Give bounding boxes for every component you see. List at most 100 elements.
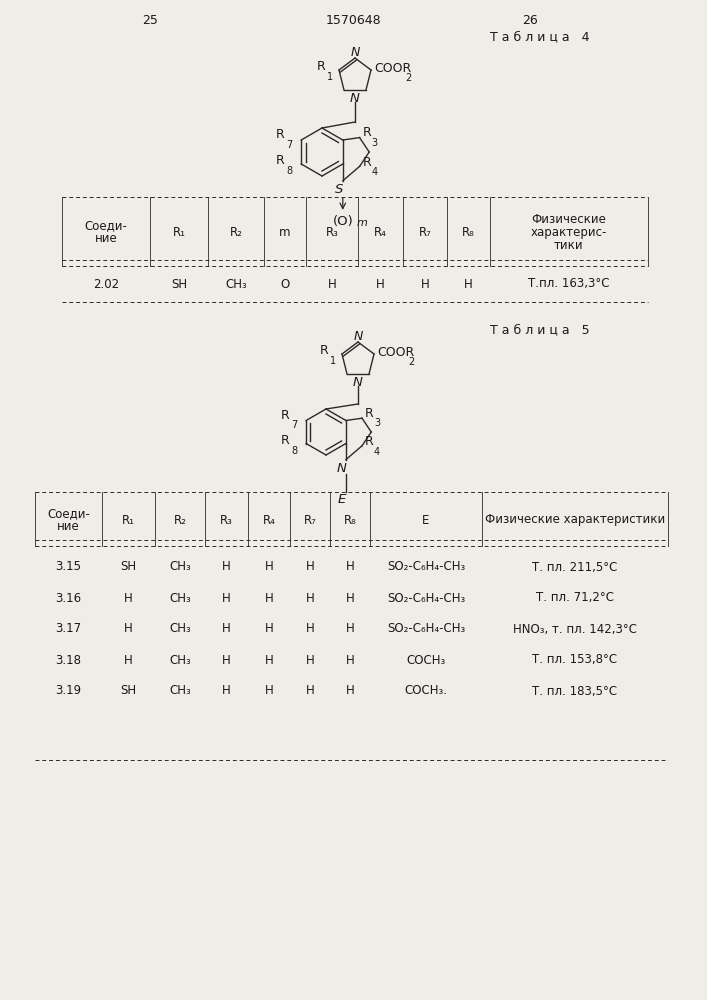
Text: H: H xyxy=(346,684,354,698)
Text: 1: 1 xyxy=(327,72,333,82)
Text: R: R xyxy=(276,154,285,167)
Text: SH: SH xyxy=(171,277,187,290)
Text: H: H xyxy=(264,591,274,604)
Text: R₈: R₈ xyxy=(344,514,356,526)
Text: COOR: COOR xyxy=(377,346,414,359)
Text: E: E xyxy=(422,514,430,526)
Text: H: H xyxy=(264,654,274,666)
Text: R: R xyxy=(365,435,374,448)
Text: H: H xyxy=(327,277,337,290)
Text: тики: тики xyxy=(554,239,584,252)
Text: ние: ние xyxy=(57,520,80,533)
Text: E: E xyxy=(338,493,346,506)
Text: H: H xyxy=(464,277,473,290)
Text: H: H xyxy=(376,277,385,290)
Text: R: R xyxy=(363,156,371,169)
Text: Т.пл. 163,3°С: Т.пл. 163,3°С xyxy=(528,277,609,290)
Text: 1570648: 1570648 xyxy=(325,14,381,27)
Text: 26: 26 xyxy=(522,14,538,27)
Text: Т. пл. 211,5°С: Т. пл. 211,5°С xyxy=(532,560,618,574)
Text: H: H xyxy=(346,654,354,666)
Text: 2.02: 2.02 xyxy=(93,277,119,290)
Text: COOR: COOR xyxy=(374,62,411,75)
Text: (O): (O) xyxy=(333,215,354,228)
Text: 2: 2 xyxy=(405,73,411,83)
Text: CH₃: CH₃ xyxy=(225,277,247,290)
Text: R: R xyxy=(365,407,374,420)
Text: R₃: R₃ xyxy=(325,226,339,239)
Text: R: R xyxy=(281,409,290,422)
Text: N: N xyxy=(354,330,363,343)
Text: H: H xyxy=(305,622,315,636)
Text: Физические характеристики: Физические характеристики xyxy=(485,514,665,526)
Text: CH₃: CH₃ xyxy=(169,654,191,666)
Text: R₄: R₄ xyxy=(262,514,276,526)
Text: Соеди-: Соеди- xyxy=(85,220,127,232)
Text: 3.15: 3.15 xyxy=(56,560,81,574)
Text: H: H xyxy=(222,560,231,574)
Text: H: H xyxy=(305,654,315,666)
Text: H: H xyxy=(124,654,133,666)
Text: R₁: R₁ xyxy=(173,226,185,239)
Text: COCH₃: COCH₃ xyxy=(407,654,445,666)
Text: R₇: R₇ xyxy=(303,514,317,526)
Text: CH₃: CH₃ xyxy=(169,684,191,698)
Text: N: N xyxy=(350,92,360,105)
Text: 25: 25 xyxy=(142,14,158,27)
Text: O: O xyxy=(281,277,290,290)
Text: CH₃: CH₃ xyxy=(169,560,191,574)
Text: Т. пл. 153,8°С: Т. пл. 153,8°С xyxy=(532,654,617,666)
Text: R: R xyxy=(276,128,285,141)
Text: R₂: R₂ xyxy=(230,226,243,239)
Text: 4: 4 xyxy=(374,447,380,457)
Text: H: H xyxy=(222,654,231,666)
Text: H: H xyxy=(346,591,354,604)
Text: H: H xyxy=(222,684,231,698)
Text: R₄: R₄ xyxy=(374,226,387,239)
Text: 3.17: 3.17 xyxy=(55,622,81,636)
Text: 8: 8 xyxy=(291,446,297,456)
Text: H: H xyxy=(305,560,315,574)
Text: SO₂-C₆H₄-CH₃: SO₂-C₆H₄-CH₃ xyxy=(387,560,465,574)
Text: CH₃: CH₃ xyxy=(169,622,191,636)
Text: Т. пл. 183,5°С: Т. пл. 183,5°С xyxy=(532,684,617,698)
Text: S: S xyxy=(334,183,343,196)
Text: H: H xyxy=(264,560,274,574)
Text: 8: 8 xyxy=(286,166,292,176)
Text: H: H xyxy=(421,277,429,290)
Text: характерис-: характерис- xyxy=(531,226,607,239)
Text: H: H xyxy=(346,622,354,636)
Text: R₂: R₂ xyxy=(173,514,187,526)
Text: SO₂-C₆H₄-CH₃: SO₂-C₆H₄-CH₃ xyxy=(387,591,465,604)
Text: SH: SH xyxy=(120,560,136,574)
Text: R: R xyxy=(363,126,371,139)
Text: R: R xyxy=(320,344,329,358)
Text: N: N xyxy=(350,46,360,59)
Text: H: H xyxy=(264,622,274,636)
Text: 7: 7 xyxy=(286,140,293,150)
Text: 7: 7 xyxy=(291,420,298,430)
Text: 3: 3 xyxy=(372,138,378,148)
Text: 3.18: 3.18 xyxy=(56,654,81,666)
Text: R₁: R₁ xyxy=(122,514,135,526)
Text: R₈: R₈ xyxy=(462,226,475,239)
Text: COCH₃.: COCH₃. xyxy=(404,684,448,698)
Text: N: N xyxy=(337,462,347,475)
Text: R₇: R₇ xyxy=(419,226,431,239)
Text: Т а б л и ц а   5: Т а б л и ц а 5 xyxy=(490,323,590,336)
Text: SH: SH xyxy=(120,684,136,698)
Text: H: H xyxy=(124,591,133,604)
Text: H: H xyxy=(222,622,231,636)
Text: 3.16: 3.16 xyxy=(55,591,81,604)
Text: H: H xyxy=(305,591,315,604)
Text: H: H xyxy=(346,560,354,574)
Text: 3.19: 3.19 xyxy=(55,684,81,698)
Text: R₃: R₃ xyxy=(220,514,233,526)
Text: R: R xyxy=(317,60,326,74)
Text: Физические: Физические xyxy=(532,213,607,226)
Text: H: H xyxy=(264,684,274,698)
Text: Соеди-: Соеди- xyxy=(47,507,90,520)
Text: R: R xyxy=(281,434,290,447)
Text: 3: 3 xyxy=(374,418,380,428)
Text: 2: 2 xyxy=(408,357,414,367)
